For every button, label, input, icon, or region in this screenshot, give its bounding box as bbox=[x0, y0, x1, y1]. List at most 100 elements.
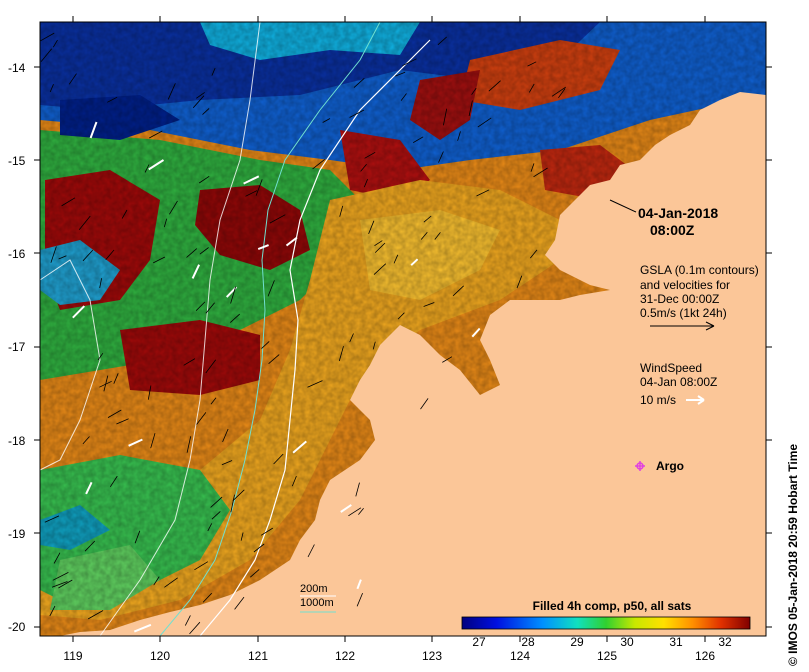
vector-arrow bbox=[107, 409, 122, 418]
velocity-vectors bbox=[40, 32, 567, 635]
vector-arrow bbox=[198, 175, 210, 184]
wind-scale-arrow-icon bbox=[686, 395, 705, 405]
colorbar-tick-label: 27 bbox=[472, 635, 486, 649]
vector-arrow bbox=[186, 248, 198, 258]
depth-legend: 200m 1000m bbox=[300, 583, 336, 613]
vector-arrow bbox=[51, 581, 68, 588]
vector-arrow bbox=[49, 605, 56, 617]
vector-arrow bbox=[356, 579, 362, 590]
vector-arrow bbox=[191, 264, 201, 279]
vector-arrow bbox=[340, 504, 352, 513]
contour-1000m bbox=[159, 21, 381, 637]
vector-arrow bbox=[452, 285, 464, 297]
vector-arrow bbox=[312, 159, 325, 170]
vector-arrow bbox=[530, 163, 535, 172]
x-tick-label: 121 bbox=[248, 649, 268, 663]
vector-arrow bbox=[307, 380, 323, 388]
vector-arrow bbox=[374, 240, 383, 247]
vector-arrow bbox=[103, 375, 109, 392]
wind-line1: WindSpeed bbox=[640, 361, 702, 375]
vector-arrow bbox=[468, 100, 473, 117]
vector-arrow bbox=[148, 159, 165, 171]
vector-arrow bbox=[121, 209, 128, 219]
vector-arrow bbox=[230, 313, 240, 323]
y-tick-label: -14 bbox=[8, 61, 26, 75]
vector-arrow bbox=[234, 596, 245, 610]
vector-arrow bbox=[189, 621, 201, 635]
depth-200-label: 200m bbox=[300, 583, 328, 595]
vector-arrow bbox=[149, 130, 163, 139]
vector-arrow bbox=[423, 215, 432, 223]
vector-arrow bbox=[49, 84, 54, 93]
vector-arrow bbox=[434, 232, 441, 240]
vector-arrow bbox=[339, 205, 344, 217]
wind-legend: WindSpeed 04-Jan 08:00Z 10 m/s bbox=[640, 361, 717, 407]
vector-arrow bbox=[169, 200, 178, 215]
vector-arrow bbox=[211, 511, 221, 520]
vector-arrow bbox=[240, 532, 244, 541]
vector-arrow bbox=[78, 215, 91, 230]
vector-arrow bbox=[202, 592, 212, 603]
vector-arrow bbox=[230, 286, 237, 304]
vector-arrow bbox=[230, 494, 235, 513]
vector-arrow bbox=[476, 189, 490, 197]
vector-arrow bbox=[211, 67, 216, 76]
vector-arrow bbox=[457, 131, 461, 141]
vector-arrow bbox=[113, 373, 119, 384]
colorbar-tick-label: 31 bbox=[669, 635, 683, 649]
vector-arrow bbox=[412, 136, 424, 143]
vector-arrow bbox=[44, 515, 60, 523]
vector-arrow bbox=[107, 96, 118, 103]
vector-arrow bbox=[205, 302, 215, 314]
vector-arrow bbox=[164, 577, 178, 588]
vector-arrow bbox=[267, 280, 275, 297]
y-tick-label: -16 bbox=[8, 247, 26, 261]
vector-arrow bbox=[261, 341, 270, 349]
vector-arrow bbox=[291, 475, 297, 487]
x-tick-label: 122 bbox=[335, 649, 355, 663]
vector-arrow bbox=[349, 333, 354, 343]
vector-arrow bbox=[128, 438, 143, 447]
vector-arrow bbox=[50, 246, 57, 263]
vector-arrow bbox=[533, 167, 548, 178]
gsla-line4: 0.5m/s (1kt 24h) bbox=[640, 306, 727, 320]
vector-arrow bbox=[395, 71, 406, 77]
vector-arrow bbox=[196, 92, 205, 99]
time-date: 04-Jan-2018 bbox=[638, 205, 718, 221]
colorbar-tick-label: 30 bbox=[620, 635, 634, 649]
vector-arrow bbox=[551, 86, 567, 97]
vector-arrow bbox=[527, 61, 537, 67]
vector-arrow bbox=[167, 83, 176, 100]
wind-scale-label: 10 m/s bbox=[640, 393, 676, 407]
vector-arrow bbox=[338, 346, 344, 362]
vector-arrow bbox=[356, 592, 363, 607]
vector-arrow bbox=[97, 352, 104, 361]
vector-arrow bbox=[353, 78, 365, 88]
vector-arrow bbox=[109, 475, 118, 488]
vector-arrow bbox=[373, 263, 387, 275]
y-axis: -14 -15 -16 -17 -18 -19 -20 bbox=[8, 61, 26, 634]
vector-arrow bbox=[372, 341, 376, 350]
colorbar-tick-label: 32 bbox=[718, 635, 732, 649]
vector-arrow bbox=[68, 73, 77, 85]
vector-arrow bbox=[207, 523, 213, 532]
x-tick-label: 126 bbox=[695, 649, 715, 663]
vector-arrow bbox=[85, 481, 93, 495]
vector-arrow bbox=[221, 460, 233, 466]
vector-arrow bbox=[558, 88, 566, 99]
vector-arrow bbox=[72, 305, 86, 319]
vector-arrow bbox=[257, 244, 269, 251]
colorbar-title: Filled 4h comp, p50, all sats bbox=[533, 599, 692, 613]
vector-arrow bbox=[40, 32, 55, 42]
vector-arrow bbox=[528, 83, 535, 93]
gsla-line3: 31-Dec 00:00Z bbox=[640, 292, 719, 306]
gsla-line2: and velocities for bbox=[640, 278, 730, 292]
vector-arrow bbox=[397, 312, 405, 320]
vector-arrow bbox=[88, 610, 104, 620]
vector-arrow bbox=[196, 412, 207, 425]
vector-arrow bbox=[410, 258, 419, 266]
vector-arrow bbox=[210, 496, 223, 508]
vector-arrow bbox=[105, 249, 115, 261]
argo-label: Argo bbox=[656, 459, 684, 473]
vector-arrow bbox=[147, 385, 152, 400]
